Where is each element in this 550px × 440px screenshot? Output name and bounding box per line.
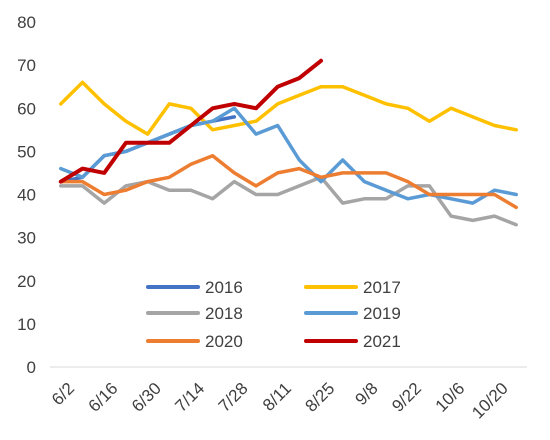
series-line-2018 xyxy=(59,175,518,227)
x-tick-label: 7/28 xyxy=(215,379,252,416)
legend-label: 2019 xyxy=(363,304,401,323)
series-line-2021 xyxy=(58,58,323,184)
legend: 2016 2017 2018 2019 2020 2021 xyxy=(146,278,401,351)
legend-label: 2020 xyxy=(205,332,243,351)
x-tick-label: 10/6 xyxy=(432,379,469,416)
x-tick-label: 6/2 xyxy=(48,379,78,409)
legend-label: 2021 xyxy=(363,332,401,351)
x-tick-label: 7/14 xyxy=(171,379,208,416)
x-tick-label: 8/25 xyxy=(302,379,339,416)
legend-item-2016: 2016 xyxy=(146,278,243,297)
series-line-2020 xyxy=(59,153,518,210)
y-tick-label: 20 xyxy=(17,272,36,291)
y-tick-label: 60 xyxy=(17,99,36,118)
legend-label: 2017 xyxy=(363,278,401,297)
x-tick-label: 10/20 xyxy=(468,379,512,423)
legend-item-2021: 2021 xyxy=(304,332,401,351)
series-line-2019 xyxy=(59,106,518,205)
x-tick-label: 6/16 xyxy=(85,379,122,416)
x-tick-label: 8/11 xyxy=(259,379,295,415)
y-tick-label: 40 xyxy=(17,186,36,205)
y-axis-labels: 0 10 20 30 40 50 60 70 80 xyxy=(17,13,36,377)
y-tick-label: 10 xyxy=(17,315,36,334)
legend-label: 2016 xyxy=(205,278,243,297)
legend-item-2019: 2019 xyxy=(304,304,401,323)
x-axis: 6/2 6/16 6/30 7/14 7/28 8/11 8/25 9/8 9/22 10/6 10… xyxy=(48,366,527,423)
y-tick-label: 0 xyxy=(27,358,36,377)
y-tick-label: 80 xyxy=(17,13,36,32)
x-tick-label: 6/30 xyxy=(128,379,165,416)
y-tick-label: 70 xyxy=(17,56,36,75)
y-tick-label: 50 xyxy=(17,142,36,161)
legend-item-2020: 2020 xyxy=(146,332,243,351)
x-tick-label: 9/22 xyxy=(388,379,425,416)
legend-item-2018: 2018 xyxy=(146,304,243,323)
legend-item-2017: 2017 xyxy=(304,278,401,297)
series-line-2017 xyxy=(59,80,518,136)
x-tick-label: 9/8 xyxy=(352,379,382,409)
series-lines xyxy=(58,58,518,227)
legend-label: 2018 xyxy=(205,304,243,323)
y-tick-label: 30 xyxy=(17,229,36,248)
